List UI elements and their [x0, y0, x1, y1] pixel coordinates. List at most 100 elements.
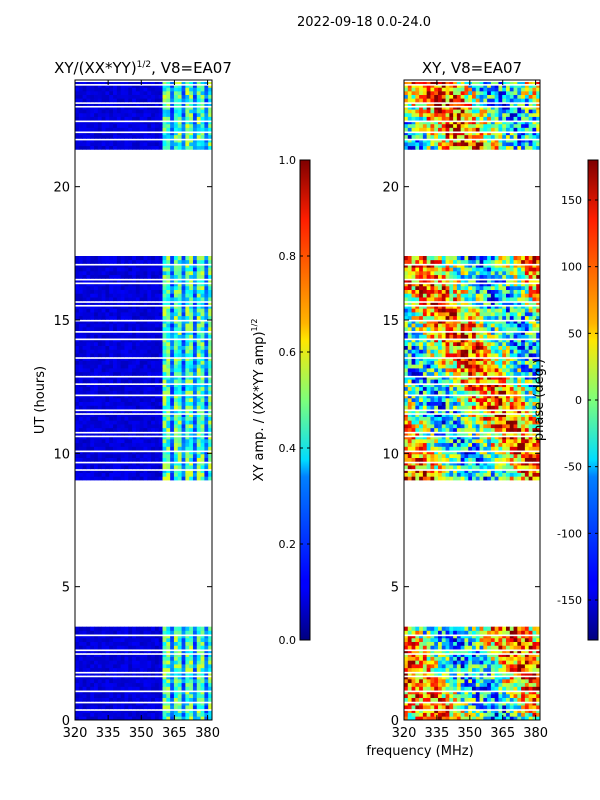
heatmap-cell	[434, 664, 439, 669]
heatmap-cell	[162, 716, 167, 721]
heatmap-cell	[78, 334, 84, 339]
heatmap-cell	[438, 675, 443, 680]
heatmap-cell	[445, 472, 450, 477]
heatmap-cell	[151, 712, 156, 717]
heatmap-cell	[109, 435, 114, 440]
heatmap-cell	[173, 379, 179, 384]
heatmap-cell	[116, 138, 122, 143]
heatmap-cell	[517, 656, 522, 661]
heatmap-cell	[128, 693, 133, 698]
heatmap-cell	[143, 649, 148, 654]
heatmap-cell	[78, 131, 84, 136]
heatmap-cell	[445, 667, 450, 672]
heatmap-cell	[204, 105, 209, 110]
heatmap-cell	[166, 315, 171, 320]
heatmap-cell	[116, 424, 122, 429]
heatmap-cell	[464, 453, 469, 458]
heatmap-cell	[147, 405, 152, 410]
heatmap-cell	[166, 278, 171, 283]
heatmap-cell	[151, 652, 156, 657]
heatmap-cell	[196, 98, 201, 103]
heatmap-cell	[139, 457, 144, 462]
heatmap-cell	[132, 712, 137, 717]
heatmap-cell	[415, 693, 420, 698]
heatmap-cell	[147, 424, 152, 429]
heatmap-cell	[151, 90, 156, 95]
heatmap-cell	[135, 300, 141, 305]
heatmap-cell	[490, 626, 496, 631]
heatmap-cell	[536, 671, 541, 676]
heatmap-cell	[78, 397, 84, 402]
heatmap-cell	[105, 468, 110, 473]
heatmap-cell	[143, 660, 148, 665]
heatmap-cell	[170, 371, 175, 376]
heatmap-cell	[200, 319, 205, 324]
heatmap-cell	[170, 127, 175, 132]
heatmap-cell	[404, 637, 409, 642]
heatmap-cell	[120, 420, 125, 425]
heatmap-cell	[449, 697, 454, 702]
heatmap-cell	[113, 412, 118, 417]
heatmap-cell	[453, 649, 458, 654]
heatmap-cell	[124, 457, 129, 462]
heatmap-cell	[468, 675, 473, 680]
heatmap-cell	[502, 697, 507, 702]
heatmap-cell	[177, 263, 182, 268]
heatmap-cell	[151, 353, 156, 358]
heatmap-cell	[192, 690, 198, 695]
heatmap-cell	[494, 634, 499, 639]
heatmap-cell	[101, 701, 106, 706]
heatmap-cell	[177, 652, 182, 657]
heatmap-cell	[75, 368, 80, 373]
heatmap-cell	[441, 641, 446, 646]
heatmap-cell	[479, 656, 484, 661]
heatmap-cell	[151, 270, 156, 276]
heatmap-cell	[487, 652, 492, 657]
heatmap-cell	[113, 630, 118, 635]
heatmap-cell	[154, 123, 160, 128]
heatmap-cell	[173, 682, 179, 687]
heatmap-cell	[177, 87, 182, 92]
heatmap-cell	[445, 664, 450, 669]
heatmap-cell	[200, 94, 205, 99]
heatmap-cell	[173, 678, 179, 684]
heatmap-cell	[94, 431, 99, 436]
heatmap-cell	[419, 641, 424, 646]
heatmap-cell	[151, 457, 156, 462]
heatmap-cell	[528, 656, 533, 661]
heatmap-cell	[147, 259, 152, 264]
heatmap-cell	[113, 652, 118, 657]
heatmap-cell	[192, 80, 198, 85]
heatmap-cell	[94, 109, 99, 114]
heatmap-cell	[124, 341, 129, 346]
heatmap-cell	[116, 712, 122, 717]
heatmap-cell	[147, 345, 152, 350]
heatmap-cell	[90, 267, 95, 272]
heatmap-cell	[94, 349, 99, 354]
heatmap-cell	[154, 297, 160, 302]
heatmap-cell	[177, 461, 182, 466]
heatmap-cell	[94, 112, 99, 117]
heatmap-cell	[404, 461, 409, 466]
heatmap-cell	[196, 142, 201, 147]
heatmap-cell	[464, 675, 469, 680]
heatmap-cell	[532, 637, 537, 642]
heatmap-cell	[75, 465, 80, 470]
heatmap-cell	[407, 697, 412, 702]
heatmap-cell	[116, 289, 122, 294]
heatmap-cell	[105, 424, 110, 429]
heatmap-cell	[86, 671, 91, 676]
heatmap-cell	[105, 263, 110, 268]
heatmap-cell	[113, 468, 118, 473]
heatmap-cell	[192, 312, 198, 317]
heatmap-cell	[151, 708, 156, 713]
heatmap-cell	[208, 641, 213, 646]
heatmap-cell	[139, 116, 144, 121]
heatmap-cell	[135, 472, 141, 477]
heatmap-cell	[430, 701, 435, 706]
heatmap-cell	[411, 453, 416, 458]
heatmap-cell	[120, 641, 125, 646]
heatmap-cell	[475, 682, 480, 687]
heatmap-cell	[487, 671, 492, 676]
heatmap-cell	[208, 341, 213, 346]
